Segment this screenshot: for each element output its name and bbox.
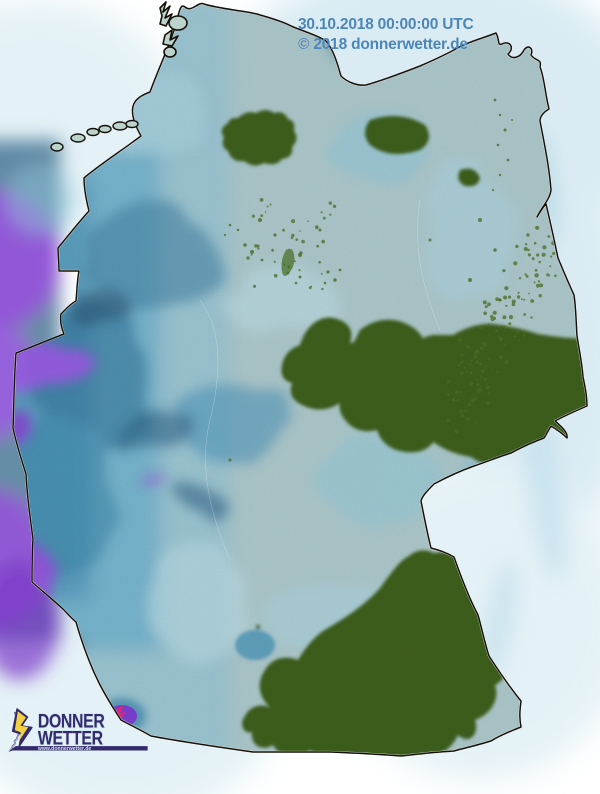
svg-text:www.donnerwetter.de: www.donnerwetter.de — [37, 746, 92, 752]
